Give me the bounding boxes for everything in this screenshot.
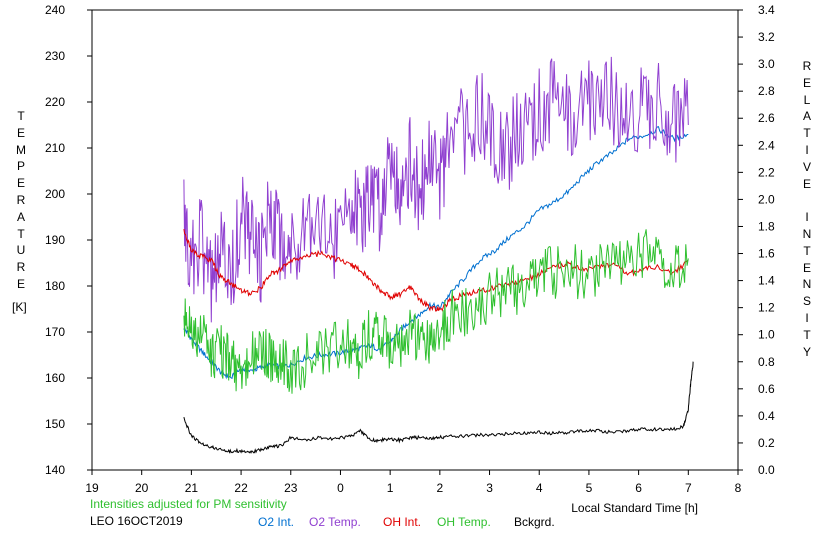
axis-label-letter: N <box>802 277 812 292</box>
y-left-tick-label: 230 <box>45 49 65 63</box>
series-line-bckgrd- <box>183 361 694 454</box>
axis-label-letter: M <box>16 142 26 157</box>
y-axis-left-unit: [K] <box>12 300 27 314</box>
axis-label-letter: S <box>802 294 811 309</box>
axis-label-letter: A <box>802 109 811 124</box>
legend-entry: OH Temp. <box>437 515 491 529</box>
y-left-tick-label: 170 <box>45 325 65 339</box>
x-tick-label: 19 <box>85 481 99 495</box>
axis-label-letter: V <box>802 159 811 174</box>
axis-label-letter: U <box>16 243 26 258</box>
y-right-tick-label: 3.2 <box>758 30 775 44</box>
y-left-tick-label: 200 <box>45 187 65 201</box>
y-right-tick-label: 1.0 <box>758 328 775 342</box>
axis-label-letter: T <box>17 109 25 123</box>
x-tick-label: 2 <box>437 481 444 495</box>
axis-label-letter: E <box>802 75 811 90</box>
y-right-tick-label: 0.6 <box>758 382 775 396</box>
y-right-tick-label: 0.4 <box>758 409 775 423</box>
legend-entry: OH Int. <box>383 515 421 529</box>
y-right-tick-label: 2.0 <box>758 192 775 206</box>
y-left-tick-label: 190 <box>45 233 65 247</box>
x-tick-label: 23 <box>284 481 298 495</box>
station-label: LEO 16OCT2019 <box>90 514 183 528</box>
legend-entry: Bckgrd. <box>514 515 555 529</box>
axis-label-letter <box>798 192 816 209</box>
axis-label-letter: R <box>16 192 26 207</box>
series-line-o2-temp- <box>183 56 689 323</box>
axis-label-letter: Y <box>802 344 811 359</box>
x-tick-label: 5 <box>586 481 593 495</box>
axis-label-letter: T <box>17 226 25 241</box>
y-left-tick-label: 160 <box>45 371 65 385</box>
y-right-tick-label: 0.2 <box>758 436 775 450</box>
x-tick-label: 22 <box>234 481 248 495</box>
axis-label-letter: T <box>803 243 811 258</box>
axis-label-letter: P <box>16 159 25 174</box>
axis-label-letter: T <box>803 327 811 342</box>
y-right-tick-label: 2.6 <box>758 111 775 125</box>
legend-entry: O2 Temp. <box>309 515 361 529</box>
series-line-oh-temp- <box>183 229 689 394</box>
axis-label-letter: R <box>16 260 26 275</box>
y-left-tick-label: 140 <box>45 463 65 477</box>
series-line-oh-int- <box>183 229 689 312</box>
x-axis-label: Local Standard Time [h] <box>571 501 698 515</box>
axis-label-letter: T <box>803 126 811 141</box>
x-tick-label: 4 <box>536 481 543 495</box>
y-left-tick-label: 240 <box>45 3 65 17</box>
axis-label-letter: A <box>16 209 25 224</box>
x-tick-label: 3 <box>486 481 493 495</box>
y-left-tick-label: 150 <box>45 417 65 431</box>
y-left-tick-label: 180 <box>45 279 65 293</box>
axis-label-letter: E <box>16 276 25 291</box>
axis-label-letter: I <box>805 142 809 157</box>
legend-entry: O2 Int. <box>258 515 294 529</box>
axis-label-letter: L <box>803 92 811 107</box>
x-tick-label: 8 <box>735 481 742 495</box>
axis-label-letter: R <box>802 59 812 73</box>
y-right-tick-label: 2.2 <box>758 165 775 179</box>
axis-label-letter: E <box>802 176 811 191</box>
series-line-o2-int- <box>183 126 689 380</box>
x-tick-label: 7 <box>685 481 692 495</box>
axis-label-letter: I <box>805 310 809 325</box>
x-tick-label: 0 <box>337 481 344 495</box>
x-tick-label: 20 <box>135 481 149 495</box>
axis-label-letter: I <box>805 210 809 225</box>
y-right-tick-label: 1.6 <box>758 247 775 261</box>
y-left-tick-label: 210 <box>45 141 65 155</box>
y-right-tick-label: 1.2 <box>758 301 775 315</box>
y-right-tick-label: 2.8 <box>758 84 775 98</box>
x-tick-label: 1 <box>387 481 394 495</box>
y-right-tick-label: 2.4 <box>758 138 775 152</box>
x-tick-label: 6 <box>635 481 642 495</box>
y-right-tick-label: 3.4 <box>758 3 775 17</box>
axis-label-letter: E <box>16 125 25 140</box>
y-right-tick-label: 1.8 <box>758 219 775 233</box>
y-right-tick-label: 1.4 <box>758 274 775 288</box>
axis-label-letter: E <box>16 176 25 191</box>
y-left-tick-label: 220 <box>45 95 65 109</box>
axis-label-letter: N <box>802 226 812 241</box>
axis-label-letter: E <box>802 260 811 275</box>
y-right-tick-label: 0.8 <box>758 355 775 369</box>
y-right-tick-label: 0.0 <box>758 463 775 477</box>
x-tick-label: 21 <box>185 481 199 495</box>
y-right-tick-label: 3.0 <box>758 57 775 71</box>
annotation: Intensities adjusted for PM sensitivity <box>90 497 287 511</box>
